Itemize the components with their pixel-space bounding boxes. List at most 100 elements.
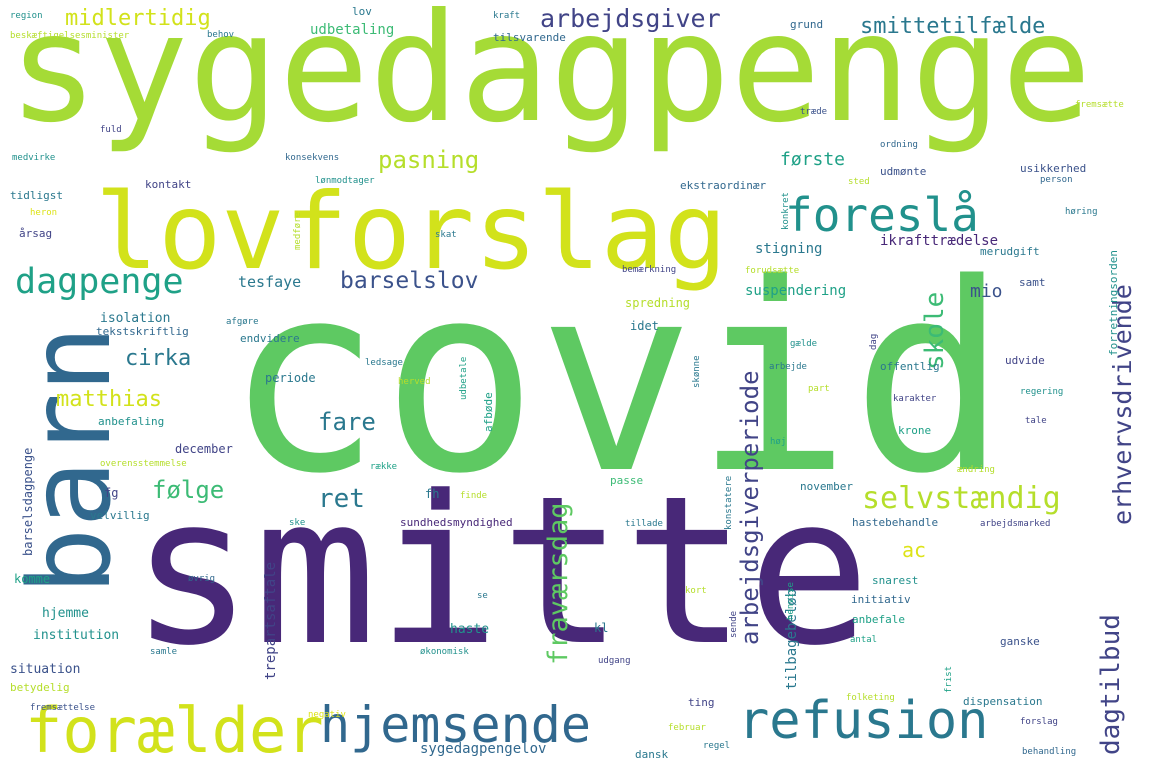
word-16: arbejdsgiver — [540, 4, 721, 33]
word-111: konstatere — [724, 475, 734, 530]
word-32: ikrafttrædelse — [880, 233, 999, 249]
word-82: bemærkning — [622, 265, 677, 275]
word-103: part — [808, 384, 830, 394]
word-57: grund — [790, 18, 824, 31]
word-93: ledsage — [365, 358, 403, 368]
word-85: forretningsorden — [1107, 250, 1120, 356]
word-112: tillade — [625, 519, 663, 529]
word-101: regering — [1020, 387, 1064, 397]
word-30: suspendering — [745, 283, 847, 299]
word-18: smittetilfælde — [860, 14, 1046, 39]
word-110: finde — [460, 491, 488, 501]
word-138: dansk — [635, 748, 669, 761]
word-131: ting — [688, 696, 715, 709]
word-45: fh — [425, 487, 440, 501]
word-124: sende — [729, 610, 739, 638]
word-62: behov — [207, 30, 235, 40]
word-12: arbejdsgiverperiode — [736, 370, 764, 645]
word-39: december — [175, 442, 233, 456]
word-121: se — [477, 591, 488, 601]
word-135: negativ — [308, 710, 346, 720]
word-137: regel — [703, 741, 731, 751]
word-76: høring — [1065, 207, 1098, 217]
word-54: dispensation — [963, 695, 1043, 708]
word-28: første — [780, 149, 846, 170]
word-53: hastebehandle — [852, 516, 939, 529]
word-49: krone — [898, 424, 932, 437]
word-81: merudgift — [980, 245, 1040, 258]
word-56: tilsvarende — [493, 31, 566, 44]
word-90: afgøre — [226, 317, 259, 327]
word-105: høj — [770, 437, 787, 447]
word-116: ske — [289, 518, 306, 528]
word-68: konsekvens — [285, 153, 340, 163]
word-20: pasning — [378, 146, 480, 174]
word-91: endvidere — [240, 332, 300, 345]
word-61: beskæftigelsesminister — [10, 31, 130, 41]
word-109: passe — [610, 474, 644, 487]
word-10: selvstændig — [862, 481, 1061, 516]
word-66: medvirke — [12, 153, 56, 163]
word-25: fare — [318, 408, 376, 436]
word-8: foreslå — [785, 188, 979, 242]
word-23: følge — [152, 476, 225, 504]
word-129: ganske — [1000, 635, 1040, 648]
word-69: lønmodtager — [315, 176, 375, 186]
word-140: forslag — [1020, 717, 1058, 727]
word-89: tekstskriftlig — [96, 325, 189, 338]
word-34: sygedagpengelov — [420, 741, 547, 757]
word-67: fuld — [100, 125, 122, 135]
word-2: smitte — [130, 453, 871, 691]
word-133: frist — [944, 665, 954, 693]
word-99: dag — [869, 333, 879, 350]
word-40: institution — [33, 628, 120, 643]
word-132: folketing — [846, 693, 895, 703]
word-84: samt — [1019, 276, 1046, 289]
word-102: karakter — [893, 394, 937, 404]
word-65: kontakt — [145, 178, 192, 191]
word-98: gælde — [790, 339, 818, 349]
word-63: tidligst — [10, 189, 63, 202]
word-125: samle — [150, 647, 178, 657]
word-83: forudsætte — [745, 266, 800, 276]
word-27: ac — [902, 538, 927, 562]
word-97: arbejde — [769, 362, 807, 372]
word-77: konkret — [781, 192, 791, 230]
word-48: periode — [265, 371, 316, 385]
word-86: fremsætte — [1075, 100, 1124, 110]
word-9: dagpenge — [15, 262, 184, 302]
word-127: udgang — [598, 656, 631, 666]
word-51: initiativ — [851, 593, 911, 606]
word-136: februar — [668, 723, 706, 733]
word-128: antal — [850, 635, 878, 645]
word-123: henvise — [786, 582, 796, 620]
word-7: hjemsende — [320, 696, 591, 754]
word-113: ændring — [957, 465, 995, 475]
word-96: herved — [398, 377, 431, 387]
word-118: komme — [14, 572, 51, 586]
word-75: sted — [848, 177, 870, 187]
word-95: skønne — [692, 355, 702, 388]
word-115: sundhedsmyndighed — [400, 516, 513, 529]
word-122: kort — [685, 586, 707, 596]
word-44: fg — [104, 486, 119, 500]
word-41: situation — [10, 662, 81, 677]
word-107: overensstemmelse — [100, 459, 187, 469]
word-36: trepartsaftale — [263, 561, 279, 680]
word-80: heron — [30, 208, 58, 218]
word-58: lov — [352, 5, 372, 18]
word-11: fraværsdag — [543, 502, 574, 665]
word-15: dagtilbud — [1096, 614, 1126, 755]
word-52: anbefale — [852, 613, 905, 626]
word-74: person — [1040, 175, 1073, 185]
word-21: ret — [318, 484, 365, 514]
word-13: skole — [920, 291, 950, 370]
word-87: træde — [800, 107, 828, 117]
word-73: usikkerhed — [1020, 162, 1087, 175]
word-94: udbetale — [459, 356, 469, 400]
word-78: skat — [435, 230, 457, 240]
word-24: matthias — [56, 387, 162, 412]
word-88: spredning — [625, 296, 691, 310]
word-106: anbefaling — [98, 415, 165, 428]
